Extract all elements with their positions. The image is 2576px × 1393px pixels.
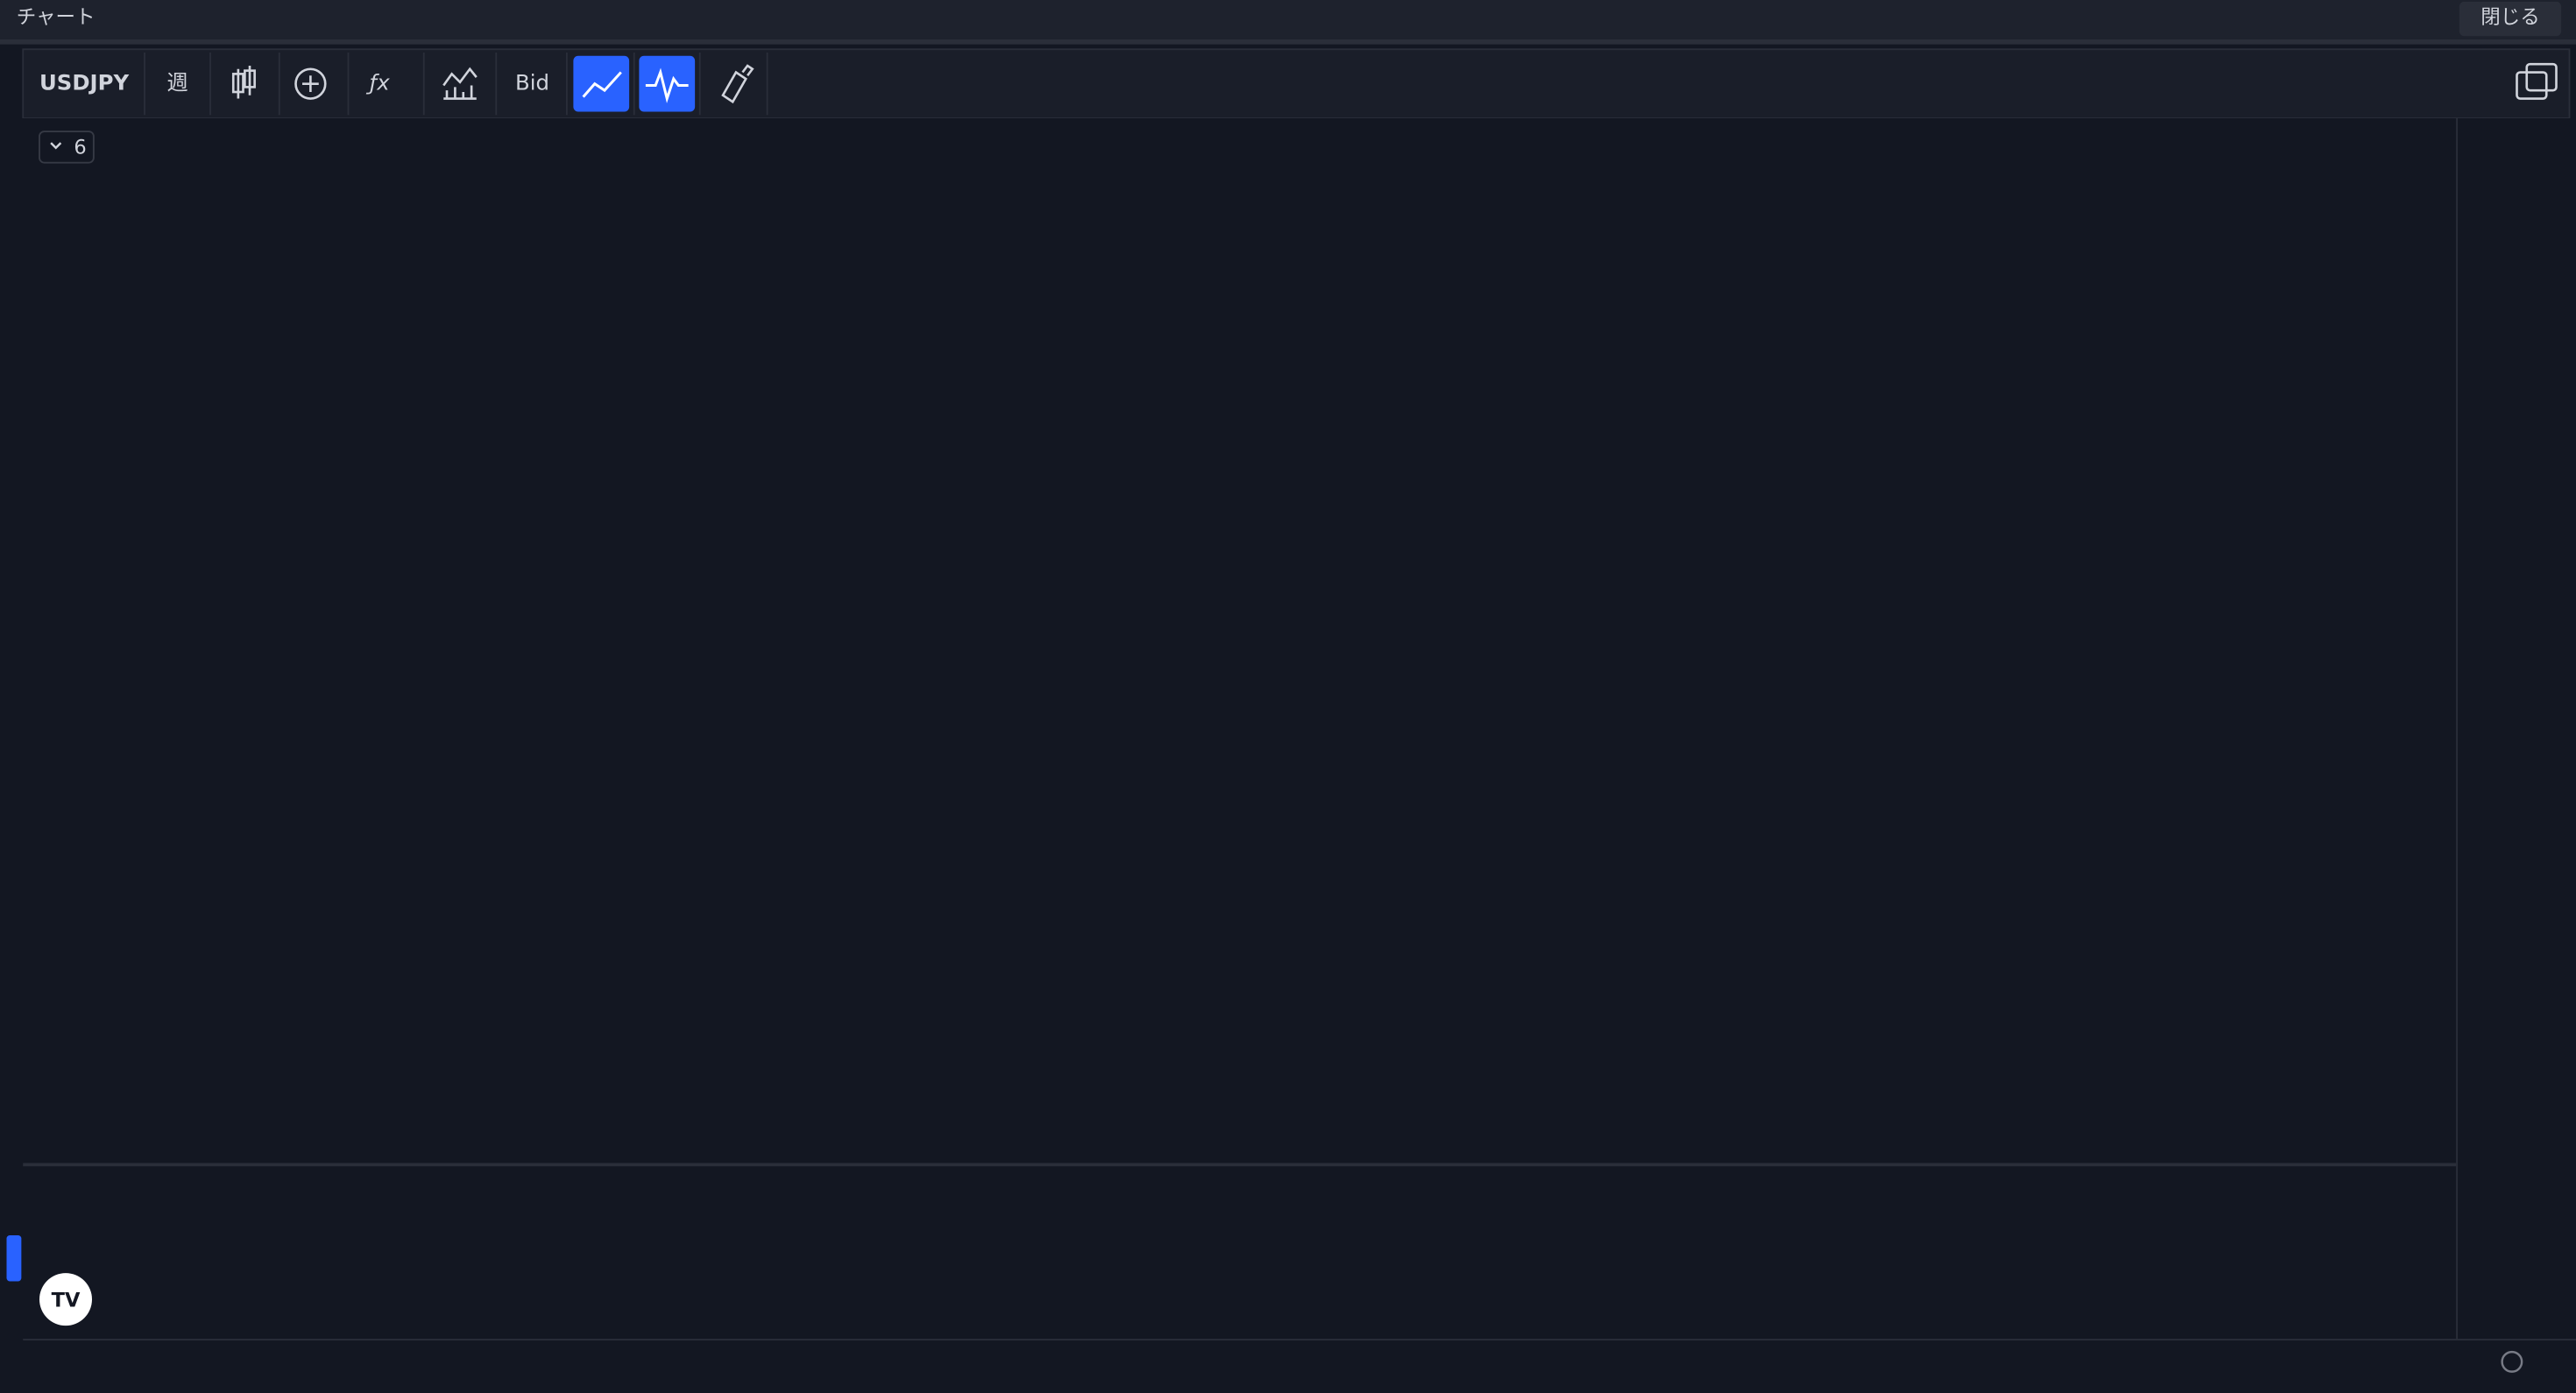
toolbar <box>22 48 2571 119</box>
divider <box>0 39 2576 45</box>
indicator-toggle[interactable] <box>39 131 95 164</box>
interval-button[interactable]: 週 <box>166 70 188 95</box>
symbol-button[interactable]: USDJPY <box>39 70 129 95</box>
templates-button[interactable] <box>442 67 478 100</box>
title-bar <box>0 0 2576 39</box>
indicator-count[interactable]: 6 <box>74 136 86 159</box>
active-tool-icon <box>645 67 689 103</box>
close-button-label[interactable]: 閉じる <box>2480 6 2540 29</box>
chart-area <box>19 118 2576 1393</box>
axis-border <box>2456 118 2458 1340</box>
logo-text: TV <box>52 1290 81 1312</box>
indicators-button[interactable]: ƒx <box>366 70 391 95</box>
chevron-icon <box>50 142 62 150</box>
brush-button[interactable] <box>721 64 754 104</box>
window-title: チャート <box>17 6 96 29</box>
candle-type-button[interactable] <box>231 66 256 99</box>
price-type-button[interactable]: Bid <box>515 70 549 95</box>
pane-tab[interactable] <box>6 1235 22 1282</box>
close-button[interactable] <box>2459 1 2562 37</box>
toolbar-separators <box>144 53 768 116</box>
active-tool-icon <box>582 71 622 98</box>
active-tool-button[interactable] <box>573 55 630 112</box>
pane-separator <box>23 1163 2457 1167</box>
compare-button[interactable] <box>294 67 327 100</box>
logo <box>39 1273 92 1326</box>
settings-button[interactable] <box>2501 1350 2523 1373</box>
active-tool-button[interactable] <box>639 55 696 112</box>
layout-button[interactable] <box>2516 62 2558 100</box>
time-axis-border <box>23 1339 2576 1340</box>
